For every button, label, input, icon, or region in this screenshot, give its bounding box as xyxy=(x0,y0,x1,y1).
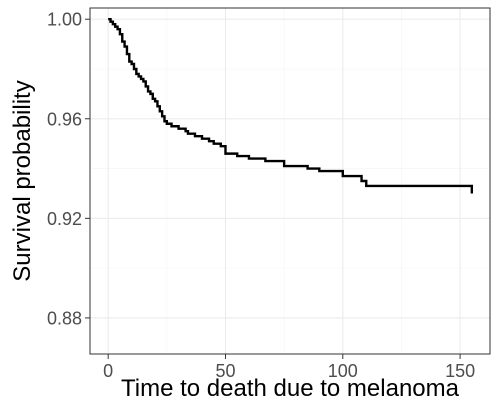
x-axis-ticks: 0 50 100 150 xyxy=(103,354,475,381)
x-tick-label: 50 xyxy=(215,361,235,381)
y-tick-label: 0.92 xyxy=(47,209,82,229)
y-axis-title: Survival probability xyxy=(9,80,36,281)
panel-border xyxy=(89,7,491,355)
major-gridlines xyxy=(90,8,490,354)
x-axis-title: Time to death due to melanoma xyxy=(121,375,460,402)
panel-background xyxy=(90,8,490,354)
x-tick-label: 150 xyxy=(445,361,475,381)
x-tick-label: 100 xyxy=(328,361,358,381)
y-tick-label: 0.96 xyxy=(47,109,82,129)
y-tick-label: 0.88 xyxy=(47,308,82,328)
y-tick-label: 1.00 xyxy=(47,10,82,30)
x-tick-label: 0 xyxy=(103,361,113,381)
minor-gridlines xyxy=(90,8,490,354)
y-axis-ticks: 0.88 0.92 0.96 1.00 xyxy=(47,10,90,328)
survival-curve xyxy=(108,18,474,194)
